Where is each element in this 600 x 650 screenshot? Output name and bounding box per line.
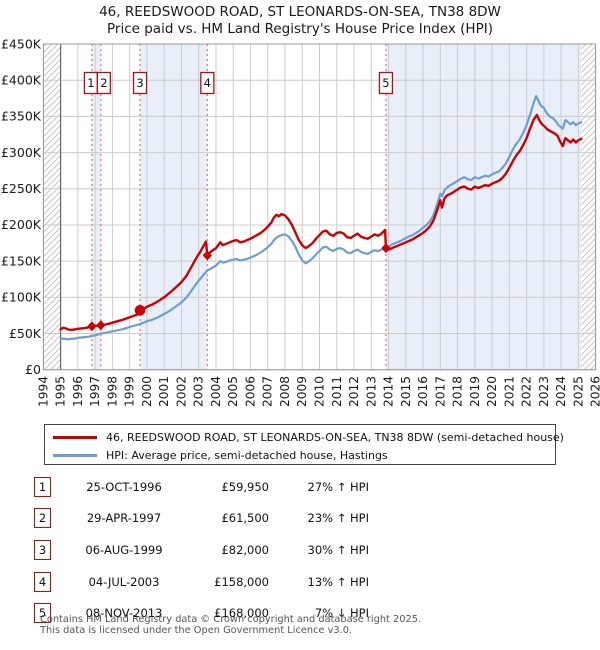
svg-text:2006: 2006 bbox=[243, 376, 257, 407]
gridlines bbox=[42, 43, 597, 371]
svg-text:£50K: £50K bbox=[9, 326, 42, 341]
table-row: 4 04-JUL-2003 £158,000 13% ↑ HPI bbox=[0, 566, 600, 598]
svg-text:2004: 2004 bbox=[209, 376, 223, 407]
sale-hpi-delta: 30% ↑ HPI bbox=[307, 542, 369, 557]
svg-text:2007: 2007 bbox=[261, 376, 275, 407]
svg-text:2008: 2008 bbox=[278, 376, 292, 407]
ownership-bands bbox=[91, 44, 582, 370]
table-row: 3 06-AUG-1999 £82,000 30% ↑ HPI bbox=[0, 534, 600, 566]
svg-text:2026: 2026 bbox=[589, 376, 600, 407]
chart-legend: 46, REEDSWOOD ROAD, ST LEONARDS-ON-SEA, … bbox=[44, 424, 564, 465]
hpi-line-swatch bbox=[53, 453, 97, 457]
svg-text:2005: 2005 bbox=[226, 376, 240, 407]
svg-text:2: 2 bbox=[100, 76, 107, 90]
svg-text:2012: 2012 bbox=[347, 376, 361, 407]
sale-price: £82,000 bbox=[221, 542, 269, 557]
svg-text:2003: 2003 bbox=[192, 376, 206, 407]
sale-date: 08-NOV-2013 bbox=[85, 606, 163, 621]
svg-text:£150K: £150K bbox=[1, 253, 42, 268]
table-row: 5 08-NOV-2013 £168,000 7% ↓ HPI bbox=[0, 597, 600, 629]
price-chart: 1 2 3 4 5 £0 £50K £100K £150K £200K £250K £300K £350… bbox=[1, 36, 600, 407]
sale-price: £168,000 bbox=[214, 606, 269, 621]
sale-number-badge: 3 bbox=[34, 539, 51, 560]
legend-label: HPI: Average price, semi-detached house,… bbox=[106, 448, 388, 462]
sale-date: 29-APR-1997 bbox=[86, 511, 162, 526]
svg-text:4: 4 bbox=[204, 76, 211, 90]
sale-markers bbox=[87, 243, 391, 332]
svg-text:2002: 2002 bbox=[174, 376, 188, 407]
footer-line-copyright: Contains HM Land Registry data © Crown c… bbox=[40, 614, 422, 625]
svg-text:2023: 2023 bbox=[537, 376, 551, 407]
sale-date: 06-AUG-1999 bbox=[85, 542, 163, 557]
sale-hpi-delta: 27% ↑ HPI bbox=[307, 479, 369, 494]
svg-text:£450K: £450K bbox=[1, 36, 42, 51]
sale-hpi-delta: 13% ↑ HPI bbox=[307, 574, 369, 589]
svg-text:2025: 2025 bbox=[571, 376, 585, 407]
svg-text:£400K: £400K bbox=[1, 72, 42, 87]
svg-text:2021: 2021 bbox=[502, 376, 516, 407]
table-row: 2 29-APR-1997 £61,500 23% ↑ HPI bbox=[0, 503, 600, 535]
footer-line-licence: This data is licensed under the Open Gov… bbox=[40, 624, 353, 636]
svg-text:2017: 2017 bbox=[433, 376, 447, 407]
svg-text:1995: 1995 bbox=[54, 376, 68, 407]
svg-text:2020: 2020 bbox=[485, 376, 499, 407]
sale-price: £158,000 bbox=[214, 574, 269, 589]
sale-price: £59,950 bbox=[221, 479, 269, 494]
svg-text:£200K: £200K bbox=[1, 217, 42, 232]
svg-text:2000: 2000 bbox=[140, 376, 154, 407]
no-data-hatch bbox=[43, 44, 596, 370]
svg-text:2024: 2024 bbox=[554, 376, 568, 407]
property-line-swatch bbox=[53, 435, 97, 439]
y-axis-labels: £0 £50K £100K £150K £200K £250K £300K £350K £400… bbox=[1, 36, 42, 377]
page-title: 46, REEDSWOOD ROAD, ST LEONARDS-ON-SEA, … bbox=[99, 4, 501, 20]
footer: Contains HM Land Registry data © Crown c… bbox=[40, 614, 600, 636]
svg-text:2019: 2019 bbox=[468, 376, 482, 407]
sales-table: 1 25-OCT-1996 £59,950 27% ↑ HPI 2 29-APR-1997… bbox=[0, 471, 600, 629]
sale-number-badge: 4 bbox=[34, 571, 51, 592]
sale-number-badge: 5 bbox=[34, 603, 51, 624]
svg-text:£250K: £250K bbox=[1, 181, 42, 196]
svg-text:1994: 1994 bbox=[36, 376, 50, 407]
svg-text:1996: 1996 bbox=[71, 376, 85, 407]
svg-text:2009: 2009 bbox=[295, 376, 309, 407]
svg-text:1: 1 bbox=[87, 76, 94, 90]
sale-hpi-delta: 7% ↓ HPI bbox=[314, 606, 369, 621]
svg-text:1997: 1997 bbox=[88, 376, 102, 407]
page-subtitle: Price paid vs. HM Land Registry's House … bbox=[107, 21, 493, 37]
svg-text:1998: 1998 bbox=[105, 376, 119, 407]
svg-text:£350K: £350K bbox=[1, 109, 42, 124]
x-axis-labels: 1994 1995 1996 1997 1998 1999 2000 2001 2002 2003… bbox=[36, 376, 600, 407]
svg-text:2014: 2014 bbox=[382, 376, 396, 407]
legend-item-hpi: HPI: Average price, semi-detached house,… bbox=[51, 446, 555, 464]
sale-price: £61,500 bbox=[221, 511, 269, 526]
sale-hpi-delta: 23% ↑ HPI bbox=[307, 511, 369, 526]
svg-text:2001: 2001 bbox=[157, 376, 171, 407]
svg-text:3: 3 bbox=[136, 76, 143, 90]
svg-text:2018: 2018 bbox=[451, 376, 465, 407]
svg-text:2011: 2011 bbox=[330, 376, 344, 407]
svg-text:2010: 2010 bbox=[313, 376, 327, 407]
svg-text:£100K: £100K bbox=[1, 290, 42, 305]
svg-text:1999: 1999 bbox=[123, 376, 137, 407]
svg-text:2022: 2022 bbox=[520, 376, 534, 407]
sale-date: 25-OCT-1996 bbox=[86, 479, 162, 494]
legend-item-property: 46, REEDSWOOD ROAD, ST LEONARDS-ON-SEA, … bbox=[51, 428, 564, 446]
svg-text:2013: 2013 bbox=[364, 376, 378, 407]
series-lines bbox=[59, 94, 583, 341]
svg-text:£0: £0 bbox=[25, 362, 41, 377]
svg-text:2016: 2016 bbox=[416, 376, 430, 407]
sale-number-badge: 2 bbox=[34, 508, 51, 529]
table-row: 1 25-OCT-1996 £59,950 27% ↑ HPI bbox=[0, 471, 600, 503]
svg-text:5: 5 bbox=[382, 76, 389, 90]
sale-number-badge: 1 bbox=[34, 476, 51, 497]
svg-text:£300K: £300K bbox=[1, 145, 42, 160]
legend-label: 46, REEDSWOOD ROAD, ST LEONARDS-ON-SEA, … bbox=[106, 430, 564, 444]
sale-date: 04-JUL-2003 bbox=[88, 574, 160, 589]
svg-text:2015: 2015 bbox=[399, 376, 413, 407]
